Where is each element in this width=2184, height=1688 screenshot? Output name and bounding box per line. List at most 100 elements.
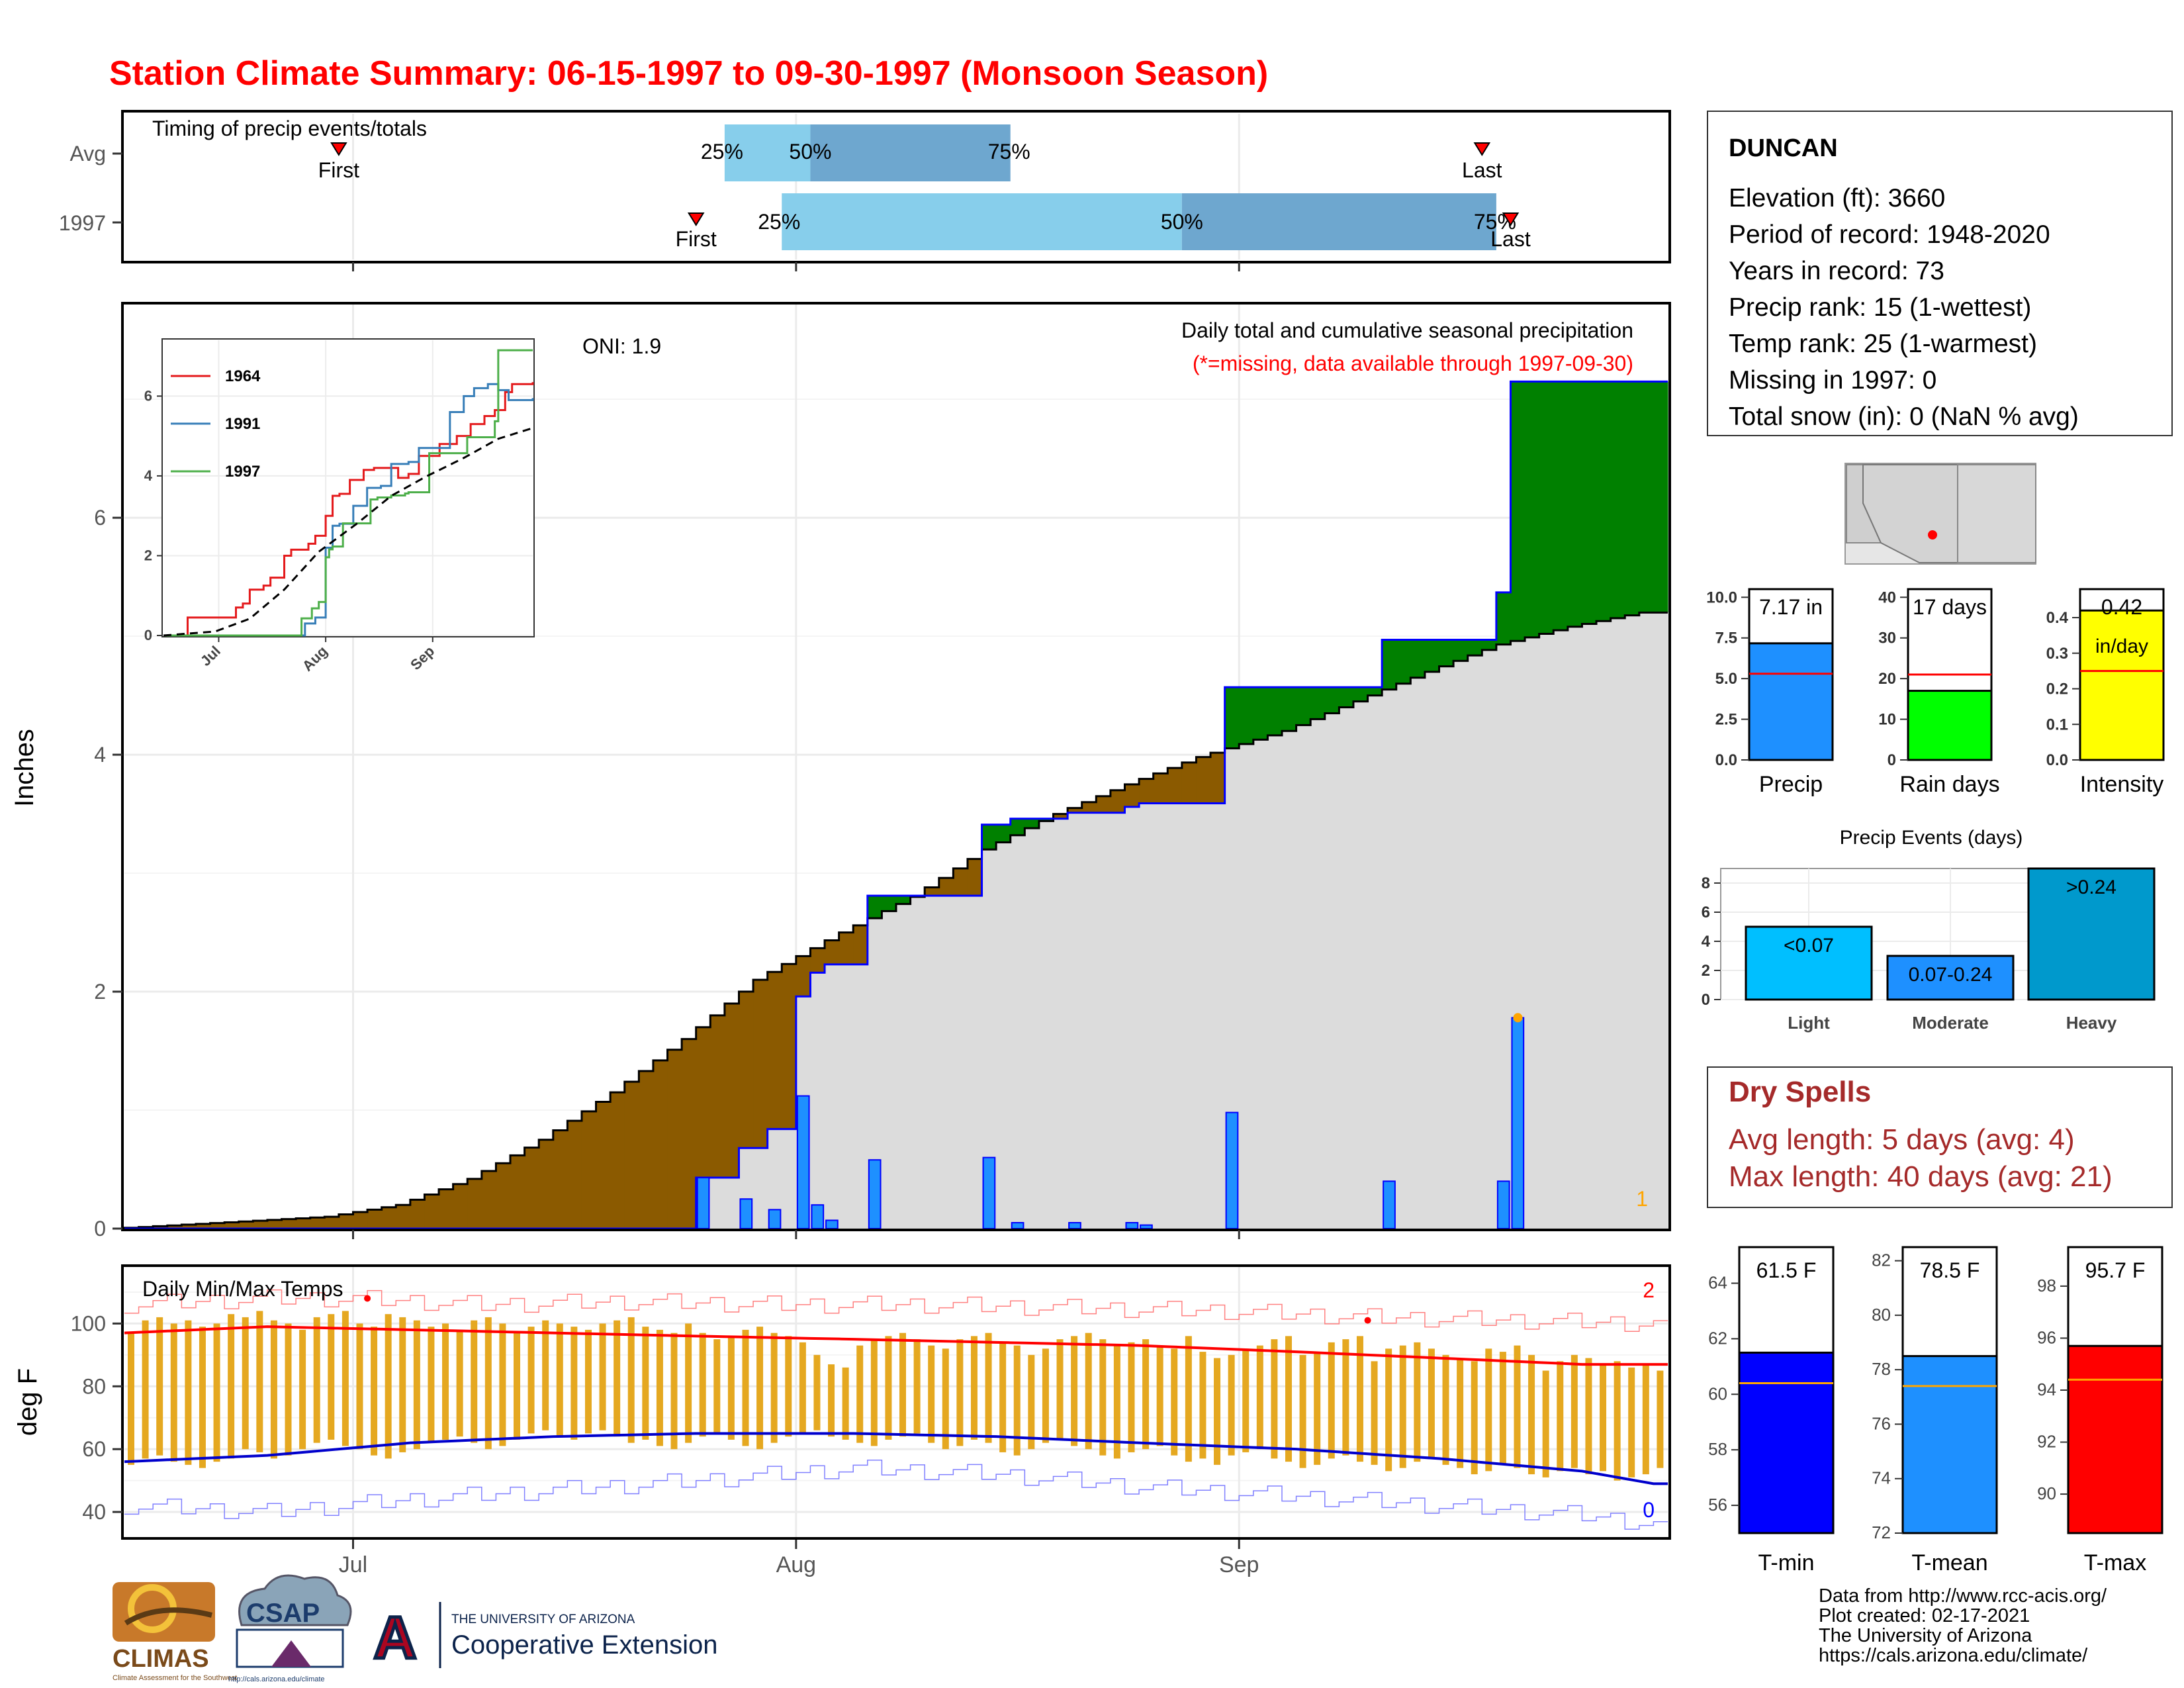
mini-bar-x-label: Rain days — [1899, 772, 1999, 797]
climas-logo-text: CLIMAS — [113, 1645, 209, 1673]
temp-bar-y-tick-label: 80 — [1872, 1305, 1891, 1325]
station-elevation: Elevation (ft): 3660 — [1729, 184, 1945, 212]
timing-first-label: First — [676, 227, 717, 251]
observed-cumulative-area — [1567, 626, 1582, 1229]
temp-bar-label: 61.5 F — [1756, 1258, 1817, 1282]
daily-temp-range-bar — [1085, 1333, 1092, 1450]
station-location-marker — [1928, 530, 1937, 539]
temp-bar-value — [2067, 1344, 2163, 1534]
average-cumulative-line — [123, 611, 1668, 1229]
mini-bar-label-unit: in/day — [2095, 635, 2148, 657]
timing-p50-label: 50% — [1161, 210, 1203, 234]
precip-deficit-area — [253, 1221, 268, 1229]
daily-temp-range-bar — [1542, 1370, 1549, 1477]
daily-temp-range-bar — [1514, 1345, 1521, 1468]
timing-row-label-1997: 1997 — [59, 211, 106, 235]
daily-temp-range-bar — [770, 1333, 778, 1443]
observed-cumulative-area — [1610, 618, 1625, 1229]
temp-bar-y-tick-label: 56 — [1708, 1495, 1727, 1515]
daily-temp-range-bar — [1271, 1339, 1278, 1459]
station-info-box: DUNCAN Elevation (ft): 3660 Period of re… — [1707, 111, 2173, 436]
precip-panel: 0 2 4 6 Inches ONI: 1.9 Daily total and cum… — [10, 302, 1671, 1241]
daily-temp-range-bar — [1013, 1345, 1021, 1456]
precip-deficit-area — [195, 1223, 211, 1229]
temp-bar-y-tick-label: 96 — [2037, 1327, 2056, 1347]
observed-cumulative-area — [1467, 655, 1482, 1229]
precip-deficit-area — [396, 1205, 411, 1229]
footer-university: The University of Arizona — [1819, 1625, 2032, 1646]
observed-cumulative-area — [1224, 748, 1240, 1229]
average-max-temp-line — [124, 1325, 1668, 1366]
daily-temp-range-bar — [1414, 1342, 1421, 1462]
csap-logo-text: CSAP — [246, 1599, 320, 1628]
daily-temp-range-bar — [713, 1339, 721, 1434]
observed-cumulative-area — [825, 964, 840, 1229]
daily-temp-range-bar — [956, 1339, 964, 1446]
timing-last-marker — [1473, 142, 1491, 156]
daily-temp-range-bar — [899, 1333, 906, 1437]
precip-caption: Daily total and cumulative seasonal prec… — [1181, 318, 1633, 342]
ua-logo-top-text: THE UNIVERSITY OF ARIZONA — [451, 1613, 635, 1626]
observed-cumulative-area — [1210, 803, 1226, 1229]
precip-deficit-area — [267, 1219, 283, 1229]
dry-spells-frame — [1707, 1066, 2173, 1208]
precip-deficit-area — [181, 1225, 197, 1229]
csap-cloud-icon — [238, 1574, 352, 1626]
daily-temp-range-bar — [699, 1333, 706, 1437]
precip-surplus-area — [1253, 687, 1268, 740]
daily-temp-range-bar — [1356, 1336, 1363, 1462]
daily-temp-range-bar — [1256, 1345, 1263, 1450]
daily-temp-range-bar — [1557, 1361, 1564, 1472]
observed-cumulative-area — [1596, 621, 1612, 1229]
temp-bar-y-tick-label: 92 — [2037, 1432, 2056, 1452]
daily-precip-bar — [1068, 1222, 1081, 1229]
temp-y-tick-label: 40 — [82, 1500, 106, 1524]
temp-bar-y-tick-label: 98 — [2037, 1276, 2056, 1295]
observed-cumulative-area — [1139, 803, 1154, 1229]
precip-surplus-area — [1382, 639, 1397, 690]
daily-temp-range-bar — [484, 1317, 492, 1450]
mini-bar-y-tick-label: 10 — [1878, 711, 1896, 729]
daily-temp-range-bar — [885, 1336, 892, 1440]
x-axis-month-label: Aug — [776, 1552, 817, 1577]
mini-bar-y-tick-label: 0.0 — [2046, 751, 2068, 769]
precip-event-bar-label: 0.07-0.24 — [1909, 964, 1993, 986]
precip-deficit-area — [553, 1130, 568, 1229]
daily-precip-bar — [1383, 1180, 1396, 1230]
daily-temp-range-bar — [256, 1311, 263, 1452]
daily-temp-range-bar — [341, 1311, 349, 1446]
precip-deficit-area — [1153, 773, 1168, 804]
mini-bar-y-tick-label: 5.0 — [1715, 670, 1737, 688]
mini-bar-y-tick-label: 40 — [1878, 588, 1896, 606]
temp-bar-chart-2: 95.7 F 90 92 94 96 98 T-max — [2037, 1246, 2163, 1575]
precip-deficit-area — [496, 1163, 511, 1229]
map-neighbor-east — [1957, 464, 2036, 563]
daily-temp-range-bar — [1428, 1348, 1435, 1459]
observed-cumulative-area — [882, 911, 897, 1229]
precip-events-y-tick-label: 4 — [1702, 933, 1711, 951]
oni-value: ONI: 1.9 — [582, 334, 661, 358]
precip-event-bar-label: >0.24 — [2066, 876, 2116, 898]
mini-bar-x-label: Precip — [1759, 772, 1823, 797]
observed-cumulative-area — [724, 1178, 739, 1229]
precip-deficit-area — [839, 932, 854, 964]
precip-surplus-area — [1539, 381, 1554, 634]
timing-p75-label: 75% — [988, 140, 1030, 164]
locator-map — [1844, 463, 2036, 565]
daily-precip-bars — [696, 1013, 1525, 1230]
precip-surplus-area — [1024, 818, 1040, 829]
precip-surplus-area — [1596, 381, 1612, 622]
precip-deficit-area — [739, 992, 754, 1149]
timing-panel-title: Timing of precip events/totals — [152, 117, 427, 140]
precip-surplus-area — [1553, 381, 1569, 631]
precip-deficit-area — [624, 1082, 639, 1229]
precip-surplus-area — [1010, 818, 1025, 835]
precip-deficit-area — [610, 1092, 625, 1229]
inset-y-tick-label: 4 — [144, 467, 153, 484]
inset-y-tick-label: 0 — [144, 627, 152, 643]
inset-average-line — [163, 427, 533, 637]
station-period: Period of record: 1948-2020 — [1729, 220, 2050, 249]
daily-temp-range-bar — [1214, 1358, 1221, 1465]
temp-bar-y-tick-label: 76 — [1872, 1413, 1891, 1433]
